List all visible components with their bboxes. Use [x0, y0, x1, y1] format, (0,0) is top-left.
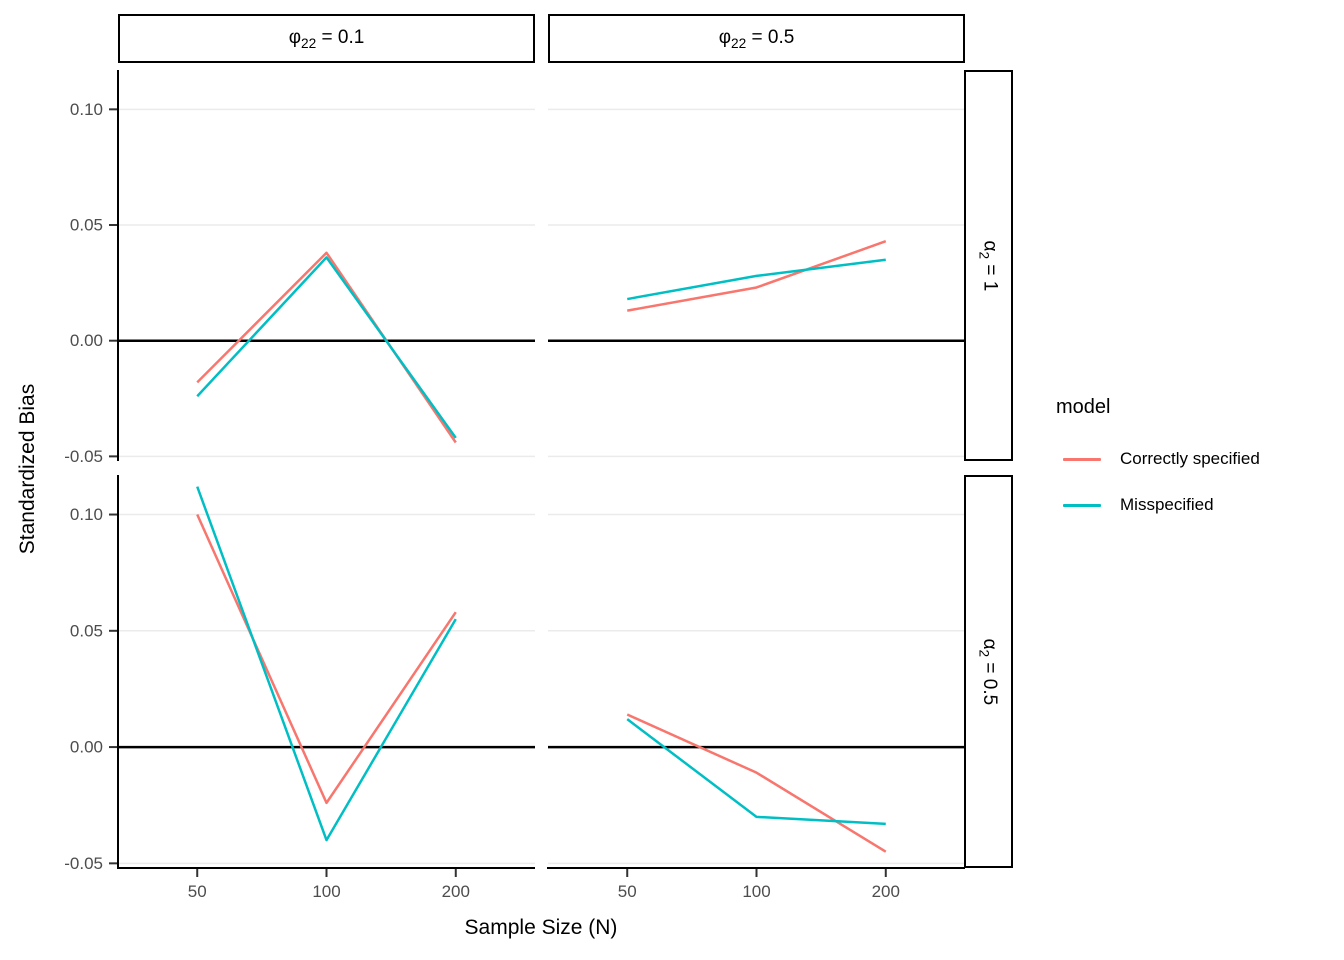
series-line-misspecified: [196, 256, 457, 439]
facet-strip-label: φ22 = 0.5: [719, 27, 795, 51]
facet-value: = 0.1: [316, 26, 365, 48]
y-axis-title: Standardized Bias: [16, 383, 39, 555]
x-tick-label: 200: [872, 882, 900, 901]
y-tick-label: 0.10: [70, 505, 103, 524]
legend-key-line-correctly-specified: [1063, 457, 1101, 461]
alpha-subscript: 2: [976, 251, 992, 259]
legend-label: Misspecified: [1120, 495, 1214, 514]
phi-symbol: φ: [288, 26, 302, 48]
y-tick-label: 0.00: [70, 331, 103, 350]
facet-strip-col-phi22-0.5: φ22 = 0.5: [548, 14, 965, 63]
y-tick-label: -0.05: [64, 854, 103, 873]
y-tick-label: -0.05: [64, 447, 103, 466]
alpha-subscript: 2: [976, 649, 992, 657]
series-line-correctly-specified: [626, 713, 887, 853]
y-tick-label: 0.00: [70, 738, 103, 757]
legend: model Correctly specified Misspecified: [1046, 396, 1260, 541]
facet-strip-label: φ22 = 0.1: [289, 27, 365, 51]
facet-strip-label: α2 = 1: [977, 240, 1001, 291]
facet-value: = 0.5: [746, 26, 795, 48]
series-line-misspecified: [627, 258, 886, 301]
x-tick-label: 200: [442, 882, 470, 901]
y-tick-label: 0.05: [70, 216, 103, 235]
series-line-correctly-specified: [627, 240, 887, 312]
phi-subscript: 22: [731, 35, 747, 51]
series-line-misspecified: [196, 486, 457, 842]
series-line-correctly-specified: [196, 251, 457, 444]
facet-strip-label: α2 = 0.5: [977, 638, 1001, 705]
x-tick-label: 50: [618, 882, 637, 901]
legend-entry-misspecified: Misspecified: [1046, 495, 1260, 515]
x-tick-label: 50: [188, 882, 207, 901]
y-tick-label: 0.10: [70, 100, 103, 119]
phi-symbol: φ: [718, 26, 732, 48]
alpha-symbol: α: [979, 240, 1001, 252]
x-tick-label: 100: [742, 882, 770, 901]
legend-label: Correctly specified: [1120, 449, 1260, 468]
facet-value: = 0.5: [979, 656, 1001, 705]
facet-value: = 1: [979, 258, 1001, 291]
legend-key-line-misspecified: [1063, 503, 1101, 507]
facet-strip-col-phi22-0.1: φ22 = 0.1: [118, 14, 535, 63]
series-line-correctly-specified: [196, 514, 457, 805]
x-axis-title: Sample Size (N): [464, 916, 618, 939]
series-line-misspecified: [626, 718, 886, 826]
x-tick-label: 100: [312, 882, 340, 901]
phi-subscript: 22: [301, 35, 317, 51]
legend-title: model: [1056, 396, 1111, 418]
facet-strip-row-alpha2-0.5: α2 = 0.5: [964, 475, 1013, 868]
legend-entry-correctly-specified: Correctly specified: [1046, 449, 1260, 469]
y-tick-label: 0.05: [70, 621, 103, 640]
alpha-symbol: α: [979, 638, 1001, 650]
facet-strip-row-alpha2-1: α2 = 1: [964, 70, 1013, 461]
